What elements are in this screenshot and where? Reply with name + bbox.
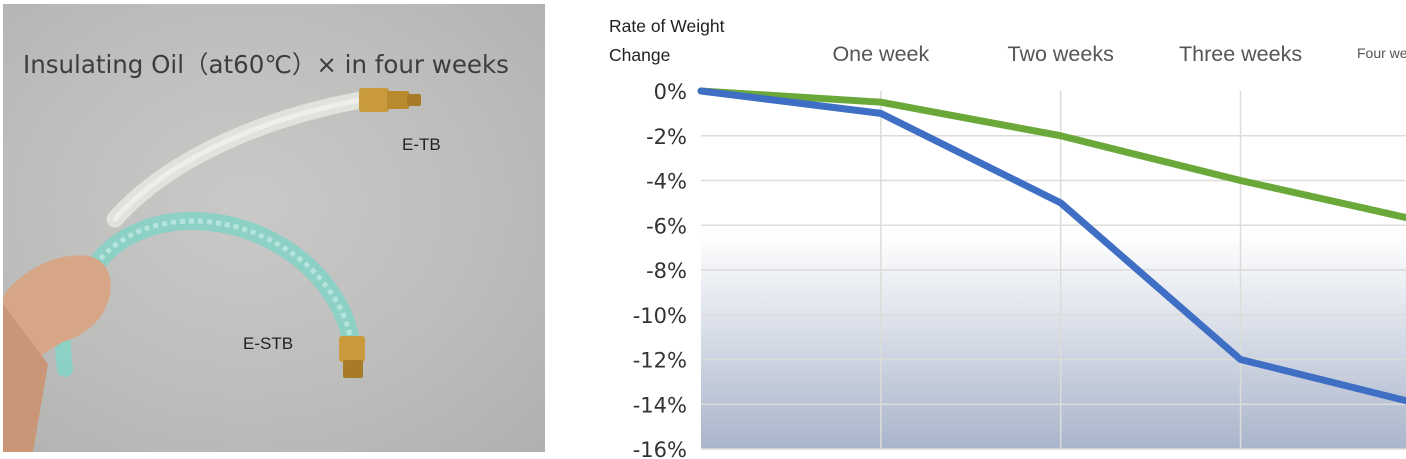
y-tick-label: 0% [654,80,687,104]
y-tick-label: -16% [633,438,687,459]
y-tick-label: -2% [646,125,687,149]
label-e-tb: E-TB [402,135,441,154]
weight-change-chart: Rate of Weight Change 0% -2% -4% -6% -8% -10%… [600,0,1406,459]
y-axis-title-line1: Rate of Weight [609,16,725,36]
category-label: Four weeks [1357,45,1406,61]
y-axis-title-line2: Change [609,45,671,65]
brass-fitting-bottom [339,336,365,362]
green-braided-tube [86,212,360,351]
category-label: One week [832,42,929,66]
category-label: Two weeks [1008,42,1114,66]
clear-tube [106,91,370,228]
photo-panel: Insulating Oil（at60℃）× in four weeks E-T… [3,4,545,452]
y-tick-label: -14% [633,393,687,417]
brass-fitting-top [359,88,389,112]
y-tick-label: -4% [646,170,687,194]
y-tick-label: -12% [633,349,687,373]
y-tick-label: -8% [646,259,687,283]
y-tick-label: -10% [633,304,687,328]
y-axis-title: Rate of Weight Change [609,12,724,70]
photo-illustration [3,88,421,452]
y-tick-label: -6% [646,214,687,238]
chart-svg: 0% -2% -4% -6% -8% -10% -12% -14% -16% One week T… [633,42,1406,459]
label-e-stb: E-STB [243,334,294,353]
photo-caption: Insulating Oil（at60℃）× in four weeks [23,50,509,79]
category-label: Three weeks [1179,42,1302,66]
